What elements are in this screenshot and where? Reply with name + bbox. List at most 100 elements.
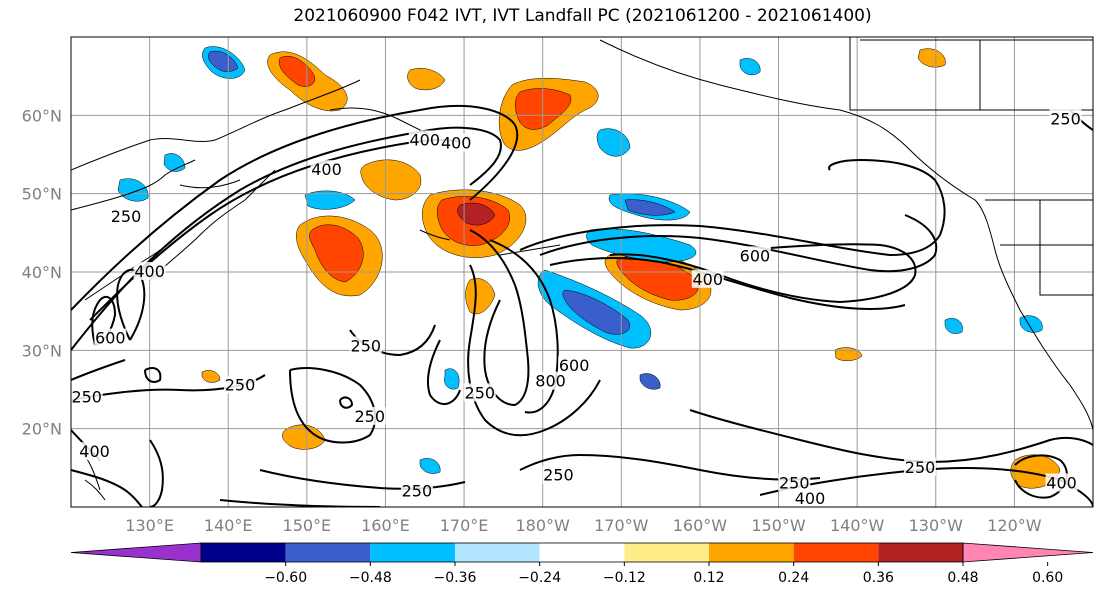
- latitude-label: 50°N: [22, 185, 62, 204]
- positive-anomaly-region: [457, 202, 496, 226]
- contour-label: 400: [693, 270, 724, 289]
- contour-label: 250: [351, 336, 382, 355]
- contour-label-bg: [793, 489, 826, 508]
- latitude-label: 20°N: [22, 420, 62, 439]
- positive-anomaly-region: [407, 68, 446, 91]
- colorbar-segment: [624, 543, 709, 562]
- map-title: 2021060900 F042 IVT, IVT Landfall PC (20…: [293, 6, 872, 26]
- negative-anomaly-region: [444, 368, 460, 390]
- colorbar-tick-label: 0.48: [947, 570, 978, 586]
- contour-label-bg: [349, 336, 382, 355]
- negative-anomaly-region: [562, 289, 630, 335]
- coastlines: [71, 37, 1093, 501]
- negative-anomaly-region: [419, 458, 441, 474]
- contour-label-bg: [408, 130, 441, 149]
- negative-anomaly-region: [208, 50, 239, 72]
- contour-label: 400: [311, 160, 342, 179]
- contour-label-bg: [133, 262, 166, 280]
- contour-label-bg: [1045, 473, 1078, 492]
- colorbar-extend-max: [962, 542, 1094, 563]
- longitude-label: 180°W: [516, 516, 571, 535]
- contour-label-bg: [78, 442, 111, 461]
- contour-label-bg: [904, 457, 937, 476]
- contour-label: 400: [79, 442, 110, 461]
- contour-label-bg: [778, 473, 811, 492]
- latitude-label: 30°N: [22, 341, 62, 360]
- colorbar-segment: [285, 543, 371, 562]
- contour-label-bg: [94, 328, 127, 347]
- contour-label: 250: [402, 481, 433, 500]
- contour-label-bg: [110, 207, 143, 226]
- negative-anomaly-region: [944, 318, 963, 334]
- contour-label-bg: [738, 246, 771, 265]
- colorbar-tick-label: 0.36: [863, 570, 894, 586]
- latitude-labels: 60°N 50°N 40°N 30°N 20°N: [22, 106, 62, 438]
- longitude-label: 140°W: [830, 516, 885, 535]
- longitude-label: 160°W: [673, 516, 728, 535]
- contour-label: 400: [1046, 474, 1077, 493]
- colorbar-tick-label: 0.24: [778, 570, 809, 586]
- positive-anomaly-region: [465, 278, 496, 315]
- colorbar-tick-label: 0.12: [693, 570, 724, 586]
- positive-anomaly-region: [309, 224, 364, 283]
- colorbar-segment: [455, 543, 540, 562]
- longitude-label: 150°E: [283, 516, 332, 535]
- contour-label-bg: [542, 465, 575, 484]
- colorbar-tick-label: −0.60: [264, 570, 307, 586]
- contour-label: 600: [740, 246, 771, 265]
- colorbar-tick-label: 0.60: [1032, 570, 1063, 586]
- contour-label: 250: [779, 474, 810, 493]
- negative-anomaly-region: [639, 373, 661, 390]
- contour-label: 250: [111, 207, 142, 226]
- positive-anomaly-region: [616, 255, 699, 301]
- contour-label: 600: [95, 329, 126, 348]
- contour-label-bg: [70, 387, 103, 406]
- colorbar-segment: [793, 543, 879, 562]
- contour-label: 600: [559, 356, 590, 375]
- positive-anomaly-region: [360, 159, 422, 201]
- positive-anomaly-region: [834, 347, 863, 361]
- negative-anomaly-region: [304, 190, 356, 210]
- colorbar-extend-min: [70, 542, 202, 563]
- longitude-label: 120°W: [987, 516, 1042, 535]
- contour-label-bg: [1049, 109, 1082, 128]
- colorbar-segment: [709, 543, 794, 562]
- contour-label-bg: [558, 356, 591, 374]
- contour-label: 250: [354, 407, 385, 426]
- contour-label: 400: [134, 262, 165, 281]
- contour-label: 250: [1050, 109, 1081, 128]
- contour-label-bg: [353, 406, 386, 425]
- contour-label-bg: [224, 375, 257, 394]
- longitude-label: 150°W: [751, 516, 806, 535]
- colorbar-segment: [201, 543, 286, 562]
- positive-anomaly-region: [278, 56, 316, 87]
- longitude-label: 170°E: [440, 516, 489, 535]
- colorbar-tick-label: −0.12: [603, 570, 646, 586]
- negative-anomaly-region: [117, 178, 149, 202]
- ivt-shading-layer: [117, 46, 1061, 489]
- colorbar-segment: [539, 543, 625, 562]
- positive-anomaly-region: [201, 370, 221, 383]
- contour-label-bg: [534, 371, 567, 390]
- contour-label-bg: [440, 133, 473, 152]
- negative-anomaly-region: [739, 58, 761, 76]
- colorbar-segment: [878, 543, 963, 562]
- contour-label: 250: [225, 376, 256, 395]
- contour-label-bg: [691, 269, 724, 288]
- latitude-label: 60°N: [22, 106, 62, 125]
- colorbar-outline: [200, 542, 964, 563]
- longitude-label: 130°W: [909, 516, 964, 535]
- longitude-label: 170°W: [594, 516, 649, 535]
- negative-anomaly-region: [624, 199, 676, 216]
- contour-label: 400: [795, 489, 826, 508]
- contour-label: 800: [535, 372, 566, 391]
- latitude-label: 40°N: [22, 263, 62, 282]
- contour-label-bg: [310, 160, 343, 179]
- colorbar-segment: [370, 543, 455, 562]
- colorbar-tick-label: −0.24: [518, 570, 561, 586]
- colorbar-tick-label: −0.36: [434, 570, 477, 586]
- longitude-labels: 130°E 140°E 150°E 160°E 170°E 180°W 170°W 160°W…: [125, 516, 1041, 535]
- contour-label: 250: [71, 387, 102, 406]
